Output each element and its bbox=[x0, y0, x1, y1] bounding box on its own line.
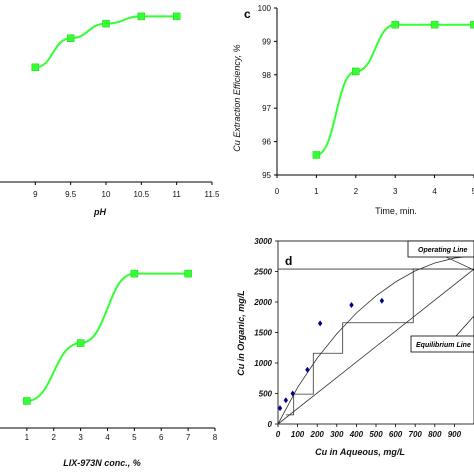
x-tick-label: 200 bbox=[310, 430, 325, 439]
x-tick-label: 800 bbox=[428, 430, 442, 439]
x-tick-label: 4 bbox=[432, 187, 437, 196]
y-tick-label: 1000 bbox=[254, 359, 272, 368]
y-tick-label: 2000 bbox=[253, 298, 272, 307]
y-tick-label: 95 bbox=[262, 171, 271, 180]
x-tick-label: 8 bbox=[213, 433, 218, 442]
x-tick-label: 3 bbox=[393, 187, 398, 196]
data-point bbox=[23, 397, 31, 405]
data-point bbox=[31, 63, 40, 72]
y-tick-label: 98 bbox=[262, 71, 271, 80]
panel-time-chart: 0 1 2 3 4 5 95 96 97 98 99 100 c Cu Extraction Eff… bbox=[232, 4, 474, 216]
panel-mccabe-thiele-chart: 0 100 200 300 400 500 600 700 800 900 0 500 1000 150… bbox=[236, 237, 474, 457]
operating-line bbox=[277, 268, 474, 425]
x-axis-label: LIX-973N conc., % bbox=[63, 458, 141, 468]
y-axis-label: Cu in Organic, mg/L bbox=[236, 290, 246, 376]
x-tick-label: 9 bbox=[33, 190, 38, 199]
data-point bbox=[66, 34, 75, 42]
x-axis-label: Time, min. bbox=[375, 206, 417, 216]
data-point bbox=[130, 269, 139, 278]
data-point bbox=[349, 302, 354, 309]
x-tick-label: 0 bbox=[275, 187, 280, 196]
x-tick-label: 3 bbox=[78, 433, 83, 442]
x-tick-label: 600 bbox=[389, 430, 403, 439]
y-tick-label: 3000 bbox=[254, 237, 272, 246]
x-tick-label: 5 bbox=[132, 433, 137, 442]
x-tick-label: 10.5 bbox=[134, 190, 150, 199]
panel-ph-chart: 9 9.5 10 10.5 11 11.5 pH bbox=[0, 12, 221, 217]
data-point bbox=[172, 12, 181, 21]
svg-text:Operating Line: Operating Line bbox=[418, 247, 468, 254]
x-tick-label: 2 bbox=[52, 433, 57, 442]
data-point bbox=[470, 20, 474, 29]
x-tick-label: 4 bbox=[105, 433, 110, 442]
svg-text:Equilibrium Line: Equilibrium Line bbox=[416, 342, 471, 349]
data-point bbox=[290, 390, 295, 397]
data-point bbox=[317, 320, 323, 327]
y-tick-label: 2500 bbox=[253, 268, 272, 277]
stage-steps bbox=[285, 268, 459, 416]
data-point bbox=[391, 20, 399, 29]
data-point bbox=[379, 297, 385, 304]
plot-frame bbox=[277, 240, 474, 425]
x-axis-label: Cu in Aqueous, mg/L bbox=[315, 447, 405, 457]
x-tick-label: 5 bbox=[472, 187, 474, 196]
data-point bbox=[76, 339, 85, 347]
x-tick-label: 1 bbox=[25, 433, 30, 442]
x-tick-label: 6 bbox=[159, 433, 164, 442]
x-tick-label: 7 bbox=[186, 433, 191, 442]
x-tick-label: 10 bbox=[102, 190, 111, 199]
y-tick-label: 100 bbox=[258, 4, 272, 13]
y-tick-label: 1500 bbox=[254, 329, 272, 338]
panel-label: d bbox=[285, 254, 292, 268]
equilibrium-line bbox=[277, 255, 474, 425]
x-tick-label: 1 bbox=[314, 187, 319, 196]
x-tick-label: 900 bbox=[448, 430, 462, 439]
x-tick-label: 700 bbox=[409, 430, 423, 439]
data-point bbox=[430, 20, 439, 29]
series-line bbox=[26, 272, 189, 402]
panel-lix-chart: 1 2 3 4 5 6 7 8 LIX-973N conc., % bbox=[0, 269, 218, 468]
data-point bbox=[312, 151, 321, 159]
y-tick-label: 99 bbox=[262, 37, 271, 46]
data-point bbox=[137, 12, 146, 21]
x-tick-label: 0 bbox=[276, 430, 281, 439]
data-point bbox=[352, 67, 360, 76]
data-point bbox=[277, 405, 283, 412]
data-point bbox=[102, 19, 110, 28]
data-point bbox=[184, 269, 192, 278]
x-tick-label: 400 bbox=[349, 430, 364, 439]
data-point bbox=[283, 397, 289, 404]
x-tick-label: 300 bbox=[330, 430, 344, 439]
data-point bbox=[305, 366, 310, 373]
y-axis-label: Cu Extraction Efficiency, % bbox=[232, 44, 242, 151]
x-tick-label: 2 bbox=[354, 187, 359, 196]
equilibrium-line-annotation: Equilibrium Line bbox=[410, 315, 474, 353]
x-axis-label: pH bbox=[93, 207, 106, 217]
y-tick-label: 500 bbox=[259, 390, 273, 399]
x-tick-label: 11 bbox=[173, 190, 182, 199]
y-tick-label: 97 bbox=[262, 104, 271, 113]
y-tick-label: 0 bbox=[268, 420, 273, 429]
x-tick-label: 100 bbox=[291, 430, 305, 439]
operating-line-annotation: Operating Line bbox=[407, 240, 474, 271]
x-tick-label: 9.5 bbox=[65, 190, 77, 199]
y-tick-label: 96 bbox=[262, 138, 271, 147]
x-tick-label: 11.5 bbox=[205, 190, 221, 199]
x-tick-label: 500 bbox=[369, 430, 383, 439]
series-line bbox=[316, 23, 474, 156]
panel-label: c bbox=[244, 7, 251, 21]
